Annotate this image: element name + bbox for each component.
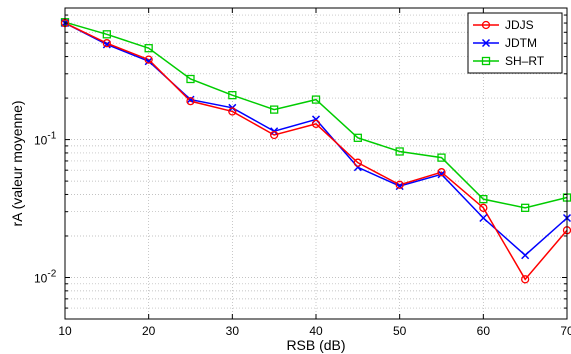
legend-label: JDJS — [505, 18, 534, 32]
y-tick-label: 10-1 — [34, 131, 57, 148]
x-tick-label: 40 — [309, 324, 323, 338]
x-tick-label: 60 — [477, 324, 491, 338]
legend-marker — [481, 20, 491, 30]
data-point — [479, 194, 488, 204]
data-point — [395, 147, 404, 156]
data-point — [144, 55, 153, 64]
data-point — [353, 133, 362, 142]
series-line-jdjs — [64, 22, 568, 281]
data-point — [437, 170, 446, 179]
data-point — [228, 91, 237, 100]
legend-label: JDTM — [505, 36, 537, 50]
data-point — [144, 44, 153, 53]
data-point — [521, 251, 530, 260]
data-point — [353, 158, 362, 167]
series-markers — [60, 18, 571, 284]
x-tick-label: 70 — [560, 324, 571, 338]
data-point — [479, 213, 488, 223]
data-point — [521, 275, 530, 284]
x-tick-label: 20 — [142, 324, 156, 338]
data-point — [186, 95, 195, 104]
data-point — [521, 203, 530, 212]
data-point — [437, 153, 446, 162]
data-point — [479, 203, 488, 212]
axis-ticks: 10 20 30 40 50 60 70 10-2 10-1 — [34, 7, 571, 338]
data-point — [311, 119, 321, 129]
series-line-shrt — [64, 21, 568, 209]
legend: JDJS JDTM SH–RT — [467, 12, 563, 74]
x-axis-label: RSB (dB) — [286, 337, 345, 353]
legend-label: SH–RT — [505, 54, 545, 68]
data-point — [395, 182, 404, 191]
x-tick-label: 10 — [58, 324, 72, 338]
legend-marker — [481, 38, 491, 48]
x-tick-label: 50 — [393, 324, 407, 338]
legend-marker — [481, 56, 491, 66]
data-point — [228, 107, 237, 116]
y-axis-label: rA (valeur moyenne) — [9, 100, 25, 226]
data-point — [102, 39, 111, 48]
data-point — [311, 95, 321, 104]
data-point — [395, 180, 404, 189]
data-point — [102, 40, 111, 49]
data-point — [102, 30, 111, 39]
data-point — [270, 105, 279, 114]
data-point — [186, 74, 195, 84]
x-tick-label: 30 — [226, 324, 240, 338]
y-tick-label: 10-2 — [34, 268, 57, 285]
data-point — [186, 96, 195, 106]
data-point — [437, 168, 446, 177]
data-point — [270, 130, 279, 140]
data-point — [144, 57, 153, 66]
